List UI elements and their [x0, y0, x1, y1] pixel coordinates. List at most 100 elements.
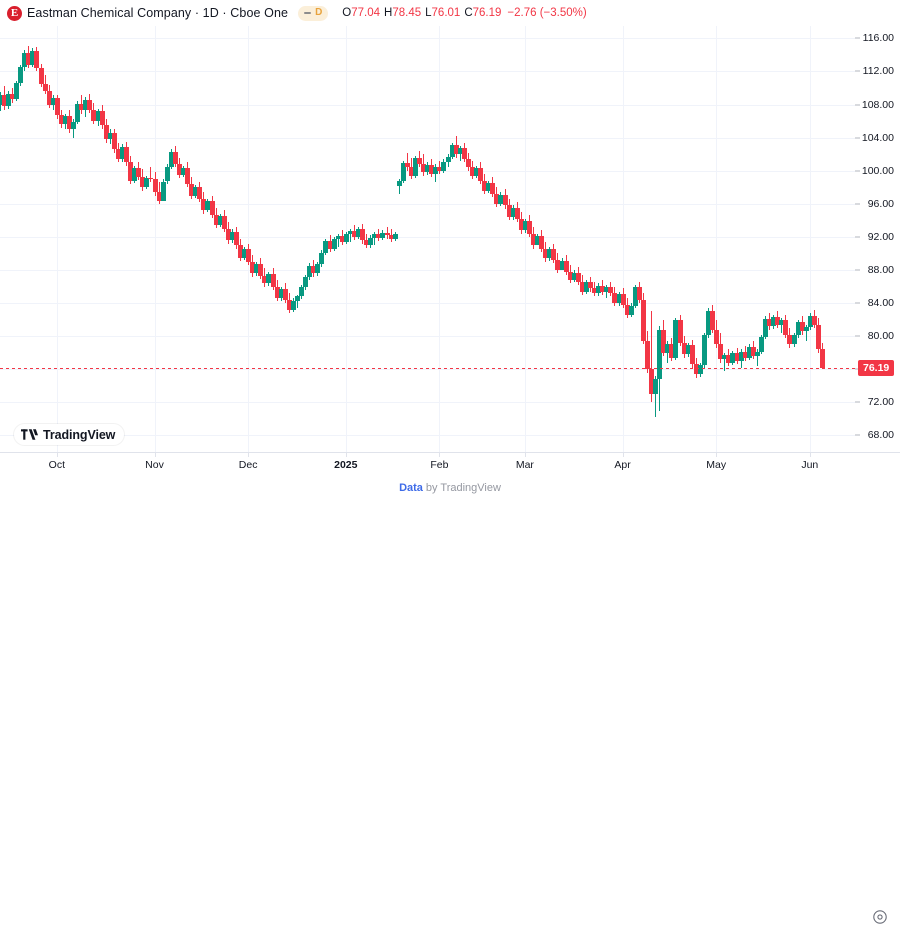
data-link[interactable]: Data [399, 482, 423, 494]
candle-body [718, 344, 724, 360]
candle-body [665, 343, 671, 353]
candle-body [282, 289, 288, 300]
symbol-title[interactable]: Eastman Chemical Company · 1D · Cboe One [27, 6, 289, 20]
candle-body [783, 320, 789, 335]
last-price-badge[interactable]: 76.19 [858, 359, 895, 376]
candle-body [758, 337, 764, 352]
candle-body [193, 187, 199, 196]
candle-body [335, 236, 341, 240]
candle-body [535, 236, 541, 246]
gridline-horizontal [0, 336, 855, 338]
candle-body [616, 294, 622, 304]
interval-badge[interactable]: D [298, 5, 329, 21]
candle-body [482, 180, 488, 191]
candle-body [787, 334, 793, 345]
attribution-footer: Data by TradingView [0, 478, 900, 498]
candle-body [701, 335, 707, 366]
candle-body [514, 207, 520, 219]
candle-body [229, 231, 235, 241]
candle-body [315, 264, 321, 274]
time-tick-mark [154, 453, 156, 457]
time-tick-mark [439, 453, 441, 457]
candle-wick [150, 167, 152, 183]
candle-body [164, 166, 170, 182]
time-tick-label: Apr [614, 459, 631, 471]
candle-body [474, 168, 480, 176]
candle-body [107, 132, 113, 140]
candle-body [262, 275, 268, 284]
candle-body [563, 260, 569, 272]
candle-body [242, 249, 248, 258]
candle-body [290, 300, 296, 310]
candle-body [673, 320, 679, 358]
gridline-horizontal [0, 369, 855, 371]
candle-body [75, 103, 81, 122]
candle-body [600, 285, 606, 292]
candle-body [303, 277, 309, 288]
candle-body [91, 109, 97, 122]
candle-body [233, 231, 239, 246]
candle-body [380, 232, 386, 238]
candle-body [551, 249, 557, 261]
candle-body [539, 236, 545, 249]
candle-body [567, 271, 573, 280]
price-tick-label: 108.00 [861, 98, 894, 111]
gridline-horizontal [0, 71, 855, 73]
price-tick-mark [855, 70, 860, 72]
candle-body [319, 252, 325, 265]
candle-body [323, 241, 329, 253]
time-tick-mark [524, 453, 526, 457]
price-axis[interactable]: 116.00 112.00 108.00 104.00 100.00 96.00 92.00… [855, 26, 900, 452]
price-tick-label: 116.00 [862, 32, 894, 45]
candle-body [502, 194, 508, 206]
chart-legend: E Eastman Chemical Company · 1D · Cboe O… [0, 0, 900, 26]
crosshair-target-icon[interactable] [872, 909, 888, 925]
time-tick-label: Nov [145, 459, 164, 471]
candle-body [168, 151, 174, 167]
candle-body [820, 349, 825, 368]
candle-body [18, 67, 24, 84]
candle-body [632, 287, 638, 306]
price-tick-label: 92.00 [867, 230, 894, 243]
candle-body [237, 245, 243, 258]
candle-body [738, 351, 744, 361]
candle-body [376, 234, 382, 238]
time-axis[interactable]: Oct Nov Dec 2025 Feb Mar Apr May Jun [0, 452, 900, 924]
candle-body [274, 286, 280, 299]
candle-body [730, 352, 736, 363]
candle-body [294, 296, 300, 301]
candle-body [429, 164, 435, 175]
candle-body [34, 50, 40, 69]
chart-plot-area[interactable]: TradingView [0, 26, 855, 452]
time-tick-label: 2025 [334, 459, 358, 471]
candle-body [136, 168, 142, 177]
price-tick-label: 100.00 [861, 164, 894, 177]
candle-body [791, 335, 797, 345]
candle-body [710, 310, 716, 330]
candle-body [445, 156, 451, 162]
candle-body [250, 261, 256, 274]
gridline-horizontal [0, 303, 855, 305]
low-key: L [425, 7, 432, 19]
candle-body [490, 183, 496, 194]
time-tick-mark [716, 453, 718, 457]
candle-body [351, 231, 357, 237]
time-tick-label: Oct [48, 459, 65, 471]
candle-body [278, 289, 284, 299]
candle-body [750, 346, 756, 357]
candle-body [771, 317, 777, 327]
candle-body [356, 229, 362, 237]
candle-body [608, 287, 614, 294]
gridline-vertical [524, 26, 526, 452]
candle-body [437, 166, 443, 171]
candle-wick [724, 352, 726, 371]
candle-body [421, 164, 427, 173]
price-tick-mark [855, 170, 860, 172]
dash-icon [304, 12, 312, 14]
candle-body [620, 294, 626, 305]
candle-body [6, 93, 11, 107]
price-tick-label: 88.00 [867, 263, 894, 276]
time-tick-label: Feb [430, 459, 449, 471]
candle-body [246, 249, 252, 262]
